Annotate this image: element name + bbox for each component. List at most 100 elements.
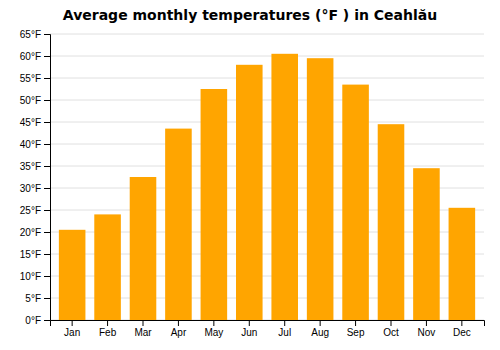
x-tick-mark	[426, 320, 427, 326]
bar	[449, 208, 476, 320]
y-tick: 25°F	[20, 205, 50, 216]
grid-line	[50, 144, 484, 145]
y-tick-mark	[44, 298, 50, 299]
y-tick: 55°F	[20, 73, 50, 84]
bar	[59, 230, 86, 320]
y-tick: 30°F	[20, 183, 50, 194]
x-tick-mark	[249, 320, 250, 326]
x-tick-label: Jan	[64, 327, 80, 338]
x-tick: Apr	[171, 320, 187, 338]
y-tick: 65°F	[20, 29, 50, 40]
y-tick: 0°F	[25, 315, 50, 326]
x-tick-label: Feb	[99, 327, 117, 338]
y-tick-mark	[44, 56, 50, 57]
x-tick: Nov	[418, 320, 436, 338]
y-tick-label: 15°F	[20, 249, 41, 260]
y-tick-mark	[44, 34, 50, 35]
x-tick: Jan	[64, 320, 80, 338]
x-tick-label: Mar	[134, 327, 152, 338]
x-tick-mark	[284, 320, 285, 326]
x-axis-line	[51, 321, 485, 327]
y-tick: 20°F	[20, 227, 50, 238]
x-tick-mark	[391, 320, 392, 326]
y-tick-label: 0°F	[25, 315, 41, 326]
y-tick-label: 50°F	[20, 95, 41, 106]
y-tick-label: 55°F	[20, 73, 41, 84]
plot: 0°F 5°F 10°F 15°F 20°F 25°F 30°F 35°F 40°F 45°F 50…	[20, 29, 485, 338]
x-tick: Jun	[241, 320, 257, 338]
y-tick: 10°F	[20, 271, 50, 282]
y-tick-mark	[44, 144, 50, 145]
y-tick-label: 25°F	[20, 205, 41, 216]
x-axis: Jan Feb Mar Apr May Jun Jul Aug Sep Oct Nov Dec	[51, 320, 485, 338]
x-tick-mark	[461, 320, 462, 326]
y-tick-label: 5°F	[25, 293, 41, 304]
y-tick-label: 10°F	[20, 271, 41, 282]
y-tick: 50°F	[20, 95, 50, 106]
x-tick-label: Jul	[278, 327, 291, 338]
x-tick: Oct	[383, 320, 399, 338]
y-tick-mark	[44, 122, 50, 123]
y-tick-label: 40°F	[20, 139, 41, 150]
x-tick-mark	[143, 320, 144, 326]
x-tick-label: Sep	[347, 327, 365, 338]
y-tick: 40°F	[20, 139, 50, 150]
chart: 0°F 5°F 10°F 15°F 20°F 25°F 30°F 35°F 40°F 45°F 50…	[0, 0, 500, 350]
y-tick: 60°F	[20, 51, 50, 62]
bars	[59, 54, 475, 320]
bar	[236, 65, 263, 320]
x-tick: Aug	[311, 320, 329, 338]
bar	[413, 168, 440, 320]
y-tick-mark	[44, 254, 50, 255]
bar	[378, 124, 405, 320]
x-tick-mark	[107, 320, 108, 326]
x-tick-label: Nov	[418, 327, 436, 338]
bar	[130, 177, 157, 320]
y-tick: 35°F	[20, 161, 50, 172]
x-tick-label: May	[204, 327, 223, 338]
grid	[50, 34, 484, 320]
y-tick: 45°F	[20, 117, 50, 128]
bar	[201, 89, 228, 320]
x-tick: Dec	[453, 320, 471, 338]
y-tick: 15°F	[20, 249, 50, 260]
bar	[165, 129, 192, 320]
x-tick-mark	[178, 320, 179, 326]
y-tick-mark	[44, 188, 50, 189]
x-tick-label: Aug	[311, 327, 329, 338]
x-tick: May	[204, 320, 223, 338]
y-tick-label: 35°F	[20, 161, 41, 172]
x-tick: Sep	[347, 320, 365, 338]
y-tick-label: 20°F	[20, 227, 41, 238]
x-tick-label: Oct	[383, 327, 399, 338]
grid-line	[50, 166, 484, 167]
x-tick-mark	[72, 320, 73, 326]
y-tick-mark	[44, 210, 50, 211]
bar	[307, 58, 334, 320]
title: Average monthly temperatures (°F ) in Ce…	[63, 7, 437, 23]
y-tick-label: 45°F	[20, 117, 41, 128]
y-tick-mark	[44, 232, 50, 233]
x-tick-mark	[355, 320, 356, 326]
x-tick: Jul	[278, 320, 291, 338]
grid-line	[50, 34, 484, 35]
y-tick: 5°F	[25, 293, 50, 304]
y-tick-mark	[44, 276, 50, 277]
y-tick-mark	[44, 166, 50, 167]
x-tick: Feb	[99, 320, 117, 338]
bar	[342, 85, 369, 320]
bar	[271, 54, 298, 320]
y-tick-mark	[44, 78, 50, 79]
x-tick-mark	[213, 320, 214, 326]
x-tick-mark	[320, 320, 321, 326]
y-axis: 0°F 5°F 10°F 15°F 20°F 25°F 30°F 35°F 40°F 45°F 50…	[20, 29, 51, 326]
x-tick: Mar	[134, 320, 152, 338]
grid-line	[50, 78, 484, 79]
bar	[94, 214, 121, 320]
x-tick-label: Dec	[453, 327, 471, 338]
y-tick-mark	[44, 100, 50, 101]
grid-line	[50, 56, 484, 57]
grid-line	[50, 122, 484, 123]
y-tick-mark	[44, 320, 50, 321]
x-tick-label: Apr	[171, 327, 187, 338]
